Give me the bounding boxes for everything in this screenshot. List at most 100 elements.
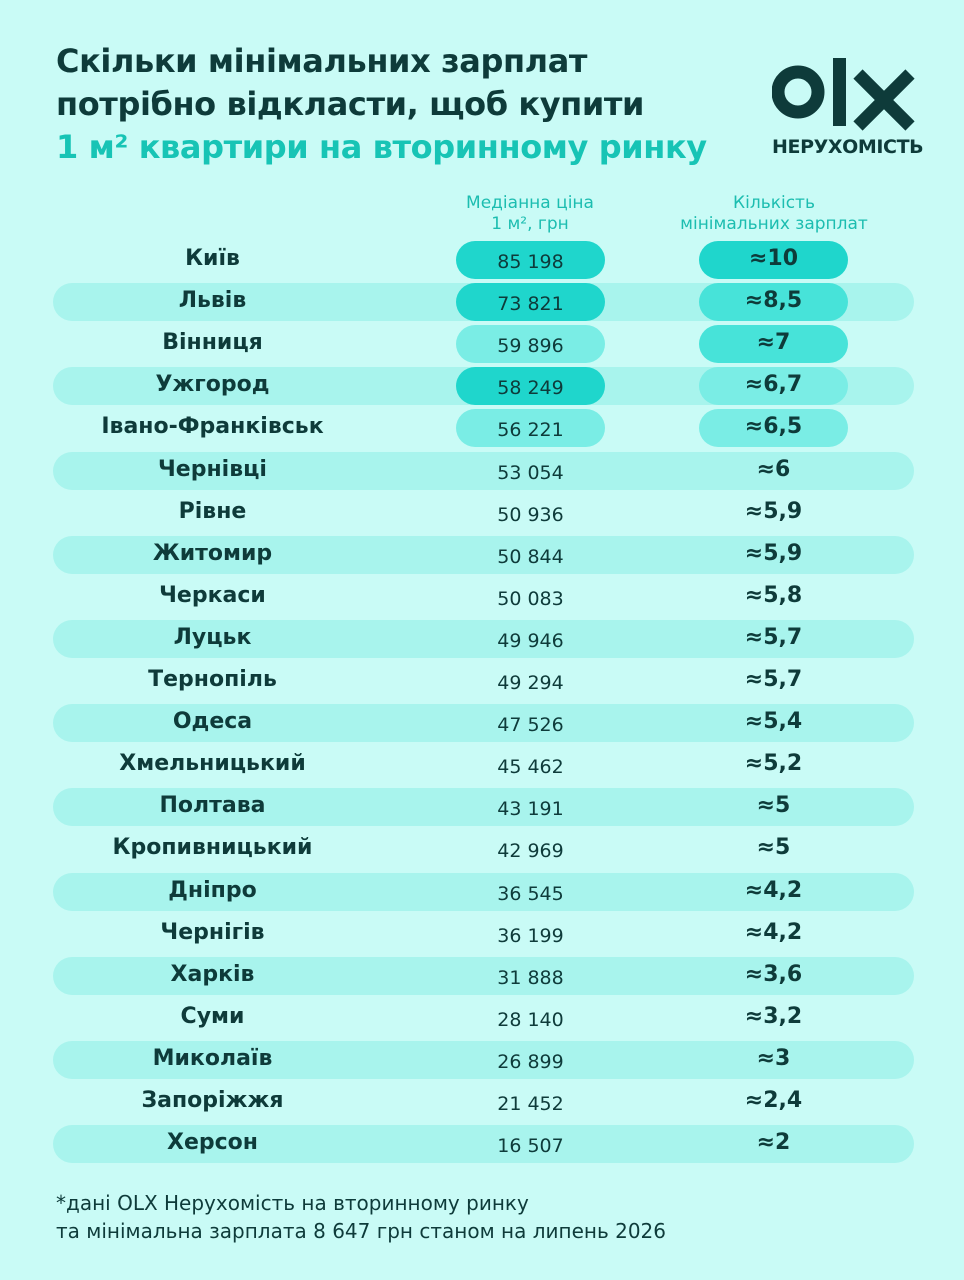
title-line-3: 1 м² квартири на вторинному ринку: [56, 128, 707, 166]
city-name: Одеса: [172, 709, 253, 735]
price-value: 50 844: [497, 545, 564, 568]
row-stripe: [53, 1125, 914, 1164]
city-name: Івано-Франківськ: [101, 414, 324, 440]
price-value: 49 294: [497, 672, 564, 694]
price-highlight-pill: [456, 241, 605, 279]
count-value: ≈6,7: [744, 372, 803, 398]
city-name: Запоріжжя: [141, 1088, 284, 1113]
title-line-1: Скільки мінімальних зарплат: [56, 42, 588, 80]
count-value: ≈3,6: [744, 961, 803, 987]
row-stripe: [53, 619, 914, 658]
row-stripe: [53, 1040, 914, 1079]
price-value: 42 969: [497, 840, 564, 863]
table-row: Полтава 43 191 ≈5: [0, 788, 964, 827]
count-highlight-pill: [699, 283, 848, 322]
city-name: Вінниця: [162, 330, 263, 356]
count-value: ≈6,5: [744, 414, 803, 440]
city-name: Дніпро: [168, 877, 257, 903]
table-row: Тернопіль 49 294 ≈5,7: [0, 662, 964, 700]
price-highlight-pill: [456, 367, 605, 406]
city-name: Тернопіль: [148, 667, 277, 692]
count-value: ≈5,9: [744, 540, 803, 566]
price-value: 47 526: [497, 714, 564, 737]
price-value: 28 140: [497, 1008, 564, 1031]
city-name: Хмельницький: [119, 751, 306, 777]
city-name: Миколаїв: [152, 1045, 273, 1071]
price-value: 50 083: [497, 587, 564, 610]
count-value: ≈5,7: [744, 624, 803, 650]
price-value: 53 054: [497, 461, 564, 484]
table-row: Черкаси 50 083 ≈5,8: [0, 578, 964, 616]
count-value: ≈8,5: [744, 288, 803, 314]
count-value: ≈5,2: [744, 751, 803, 777]
price-value: 26 899: [497, 1050, 564, 1073]
table-row: Київ 85 198 ≈10: [0, 241, 964, 279]
city-name: Житомир: [152, 540, 273, 566]
count-highlight-pill: [699, 367, 848, 406]
table-row: Одеса 47 526 ≈5,4: [0, 704, 964, 743]
olx-logo-mark-icon: [772, 58, 915, 131]
table-row: Харків 31 888 ≈3,6: [0, 956, 964, 995]
count-value: ≈6: [756, 456, 791, 482]
city-name: Черкаси: [159, 582, 266, 608]
city-name: Ужгород: [155, 372, 270, 398]
footnote-line-2: та мінімальна зарплата 8 647 грн станом …: [56, 1219, 666, 1243]
table-row: Львів 73 821 ≈8,5: [0, 283, 964, 322]
city-name: Полтава: [159, 793, 266, 819]
count-value: ≈4,2: [744, 877, 803, 903]
city-name: Харків: [170, 961, 255, 987]
column-header-price-line-1: Медіанна ціна: [466, 193, 594, 213]
price-value: 49 946: [497, 629, 564, 652]
price-value: 31 888: [497, 966, 564, 989]
footnote-line-1: *дані OLX Нерухомість на вторинному ринк…: [56, 1191, 529, 1215]
column-header-price: Медіанна ціна 1 м², грн: [430, 193, 630, 235]
table-row: Вінниця 59 896 ≈7: [0, 325, 964, 364]
price-value: 16 507: [497, 1135, 564, 1158]
footnote: *дані OLX Нерухомість на вторинному ринк…: [56, 1189, 916, 1245]
table-row: Суми 28 140 ≈3,2: [0, 999, 964, 1037]
table-row: Кропивницький 42 969 ≈5: [0, 830, 964, 868]
city-name: Херсон: [167, 1130, 258, 1156]
page-title: Скільки мінімальних зарплат потрібно від…: [56, 40, 756, 169]
price-value: 73 821: [497, 293, 564, 316]
count-value: ≈5,9: [744, 498, 803, 524]
count-value: ≈3,2: [744, 1003, 803, 1029]
city-name: Суми: [180, 1003, 245, 1029]
city-name: Кропивницький: [112, 835, 313, 861]
table-row: Миколаїв 26 899 ≈3: [0, 1040, 964, 1079]
column-header-price-line-2: 1 м², грн: [491, 214, 569, 234]
count-highlight-pill: [699, 325, 848, 364]
count-value: ≈10: [748, 246, 799, 271]
count-value: ≈2: [756, 1130, 791, 1156]
price-value: 85 198: [497, 251, 564, 273]
table-row: Дніпро 36 545 ≈4,2: [0, 872, 964, 911]
price-value: 36 545: [497, 882, 564, 905]
price-value: 43 191: [497, 798, 564, 821]
count-value: ≈5,4: [744, 709, 803, 735]
table-row: Ужгород 58 249 ≈6,7: [0, 367, 964, 406]
city-name: Київ: [185, 246, 240, 271]
price-highlight-pill: [456, 283, 605, 322]
table-row: Чернігів 36 199 ≈4,2: [0, 915, 964, 953]
count-value: ≈3: [756, 1045, 791, 1071]
table-row: Запоріжжя 21 452 ≈2,4: [0, 1083, 964, 1121]
city-name: Чернігів: [160, 919, 265, 945]
price-value: 21 452: [497, 1093, 564, 1115]
price-highlight-pill: [456, 325, 605, 364]
count-value: ≈5,7: [744, 667, 803, 692]
olx-logo: НЕРУХОМІСТЬ: [772, 52, 924, 162]
table-row: Житомир 50 844 ≈5,9: [0, 535, 964, 574]
table-row: Чернівці 53 054 ≈6: [0, 451, 964, 490]
count-value: ≈5,8: [744, 582, 803, 608]
city-name: Луцьк: [173, 624, 252, 650]
price-value: 50 936: [497, 503, 564, 526]
count-value: ≈4,2: [744, 919, 803, 945]
price-value: 45 462: [497, 756, 564, 779]
column-header-count-line-1: Кількість: [733, 193, 815, 213]
count-value: ≈5: [756, 793, 791, 819]
column-header-count-line-2: мінімальних зарплат: [680, 214, 868, 234]
title-line-2: потрібно відкласти, щоб купити: [56, 85, 645, 123]
price-value: 59 896: [497, 335, 564, 358]
row-stripe: [53, 451, 914, 490]
